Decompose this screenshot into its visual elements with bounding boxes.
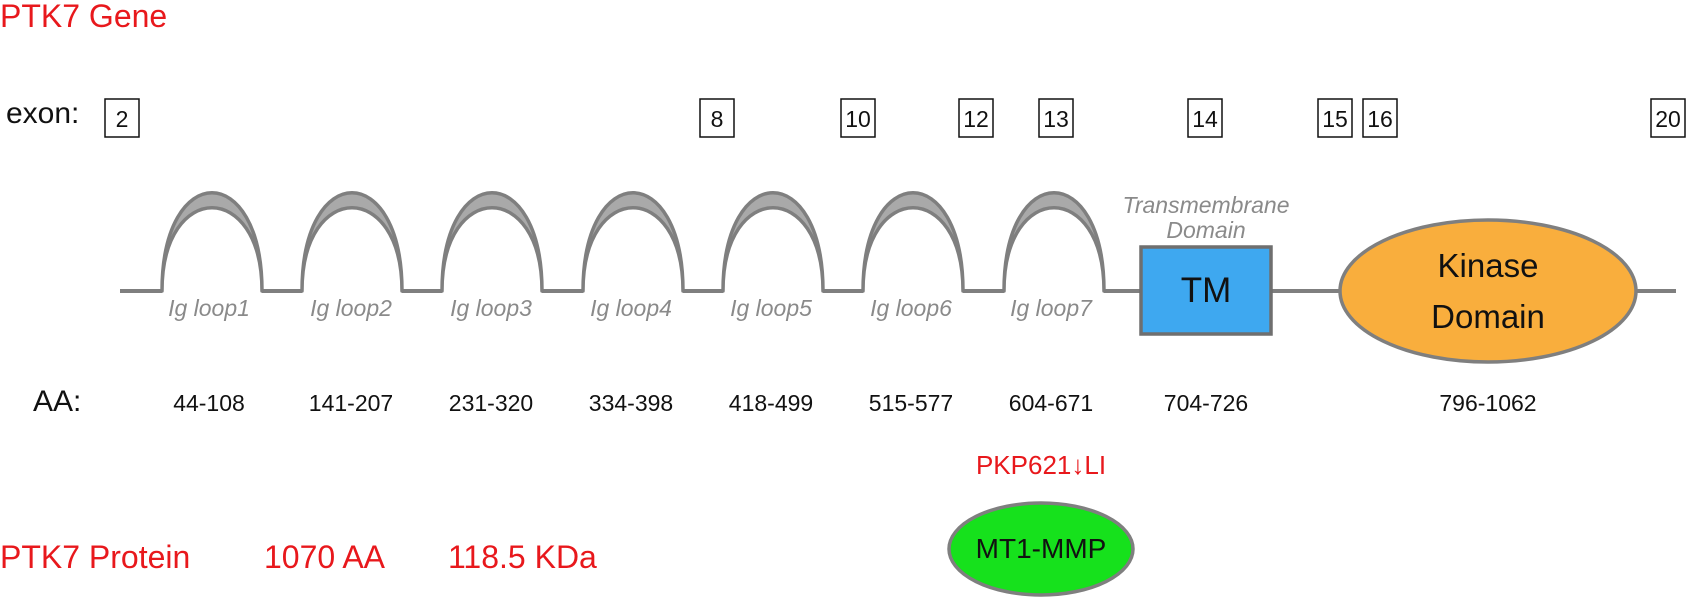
tm-label: TM <box>1181 271 1232 310</box>
exon-number: 2 <box>116 106 129 132</box>
aa-range: 231-320 <box>449 390 533 416</box>
ig-loop-label: Ig loop5 <box>730 295 812 321</box>
ig-loop-label: Ig loop4 <box>590 295 672 321</box>
protease-label: MT1-MMP <box>976 533 1107 564</box>
exon-number: 13 <box>1043 106 1069 132</box>
kinase-label: Kinase <box>1438 247 1539 284</box>
exon-number: 8 <box>711 106 724 132</box>
ig-loop-arch <box>861 191 965 293</box>
ig-loop-label: Ig loop2 <box>310 295 392 321</box>
aa-label: AA: <box>33 385 81 418</box>
ig-loop-arch <box>440 191 544 293</box>
ig-loop-label: Ig loop7 <box>1010 295 1093 321</box>
cleavage-site: PKP621↓LI <box>976 450 1106 480</box>
exon-number: 12 <box>963 106 989 132</box>
exon-box: 15 <box>1317 98 1353 138</box>
aa-range: 796-1062 <box>1439 390 1536 416</box>
exon-boxes: 2 8 10 12 13 14 15 16 <box>104 98 1686 138</box>
exon-box: 16 <box>1362 98 1398 138</box>
aa-ranges: 44-108 141-207 231-320 334-398 418-499 5… <box>173 390 1536 416</box>
aa-range: 704-726 <box>1164 390 1248 416</box>
ig-loop-arch <box>160 191 264 293</box>
aa-range: 515-577 <box>869 390 953 416</box>
tm-domain-box <box>1139 245 1273 336</box>
ig-loop-arches <box>160 191 1106 293</box>
kinase-label: Domain <box>1431 298 1545 335</box>
exon-number: 10 <box>845 106 871 132</box>
ig-loop-labels: Ig loop1 Ig loop2 Ig loop3 Ig loop4 Ig l… <box>168 295 1093 321</box>
exon-number: 14 <box>1192 106 1218 132</box>
exon-number: 15 <box>1322 106 1348 132</box>
aa-range: 141-207 <box>309 390 393 416</box>
ig-loop-label: Ig loop3 <box>450 295 532 321</box>
gene-title: PTK7 Gene <box>0 0 167 34</box>
exon-number: 16 <box>1367 106 1393 132</box>
exon-box: 12 <box>958 98 994 138</box>
protein-name: PTK7 Protein <box>0 539 190 575</box>
ig-loop-label: Ig loop6 <box>870 295 952 321</box>
exon-box: 10 <box>840 98 876 138</box>
aa-range: 44-108 <box>173 390 245 416</box>
exon-box: 13 <box>1038 98 1074 138</box>
mt1-mmp-protease <box>947 501 1135 597</box>
kinase-domain <box>1338 218 1638 364</box>
exon-number: 20 <box>1655 106 1681 132</box>
aa-range: 334-398 <box>589 390 673 416</box>
ig-loop-arch <box>300 191 404 293</box>
aa-range: 604-671 <box>1009 390 1093 416</box>
aa-range: 418-499 <box>729 390 813 416</box>
tm-caption: Transmembrane <box>1122 192 1289 218</box>
protein-length: 1070 AA <box>264 539 386 575</box>
tm-caption: Domain <box>1166 217 1245 243</box>
exon-box: 20 <box>1650 98 1686 138</box>
exon-box: 2 <box>104 98 140 138</box>
exon-label: exon: <box>6 97 79 130</box>
ig-loop-label: Ig loop1 <box>168 295 250 321</box>
ig-loop-arch <box>721 191 825 293</box>
protein-mass: 118.5 KDa <box>448 539 597 575</box>
exon-box: 8 <box>699 98 735 138</box>
exon-box: 14 <box>1187 98 1223 138</box>
ig-loop-arch <box>1002 191 1106 293</box>
ig-loop-arch <box>581 191 685 293</box>
